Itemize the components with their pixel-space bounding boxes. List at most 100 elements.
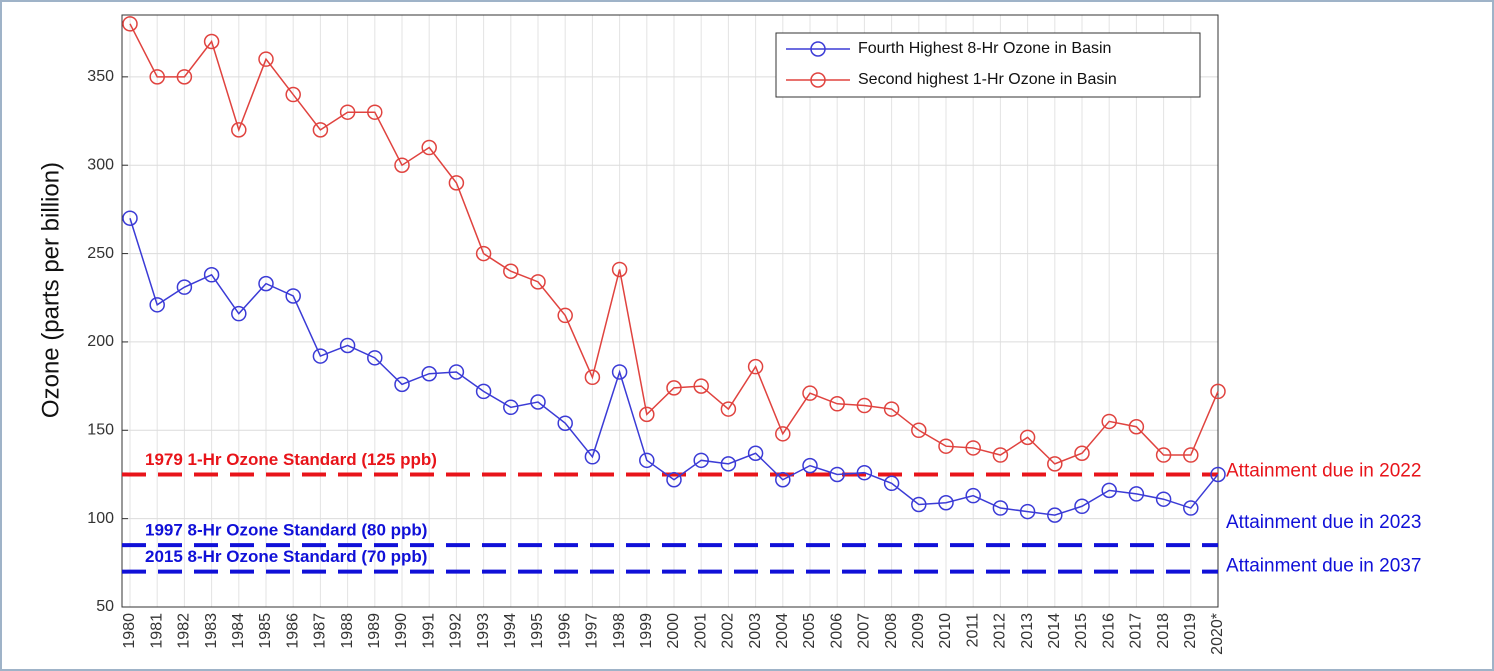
x-tick-label: 1992 <box>448 613 465 649</box>
marker <box>1101 482 1117 499</box>
x-tick-label: 1998 <box>611 613 628 649</box>
reference-label: 1997 8-Hr Ozone Standard (80 ppb) <box>145 521 427 540</box>
y-tick-label: 150 <box>87 422 114 439</box>
reference-label: 1979 1-Hr Ozone Standard (125 ppb) <box>145 450 437 469</box>
marker <box>666 472 682 488</box>
plot-area <box>122 15 1218 607</box>
x-tick-label: 2006 <box>828 613 845 649</box>
marker <box>992 500 1009 516</box>
marker <box>584 369 601 386</box>
x-tick-label: 2012 <box>992 613 1009 649</box>
marker <box>339 337 356 354</box>
x-tick-label: 2015 <box>1073 613 1090 649</box>
marker <box>203 267 220 283</box>
y-axis-label: Ozone (parts per billion) <box>37 162 64 418</box>
x-tick-label: 2017 <box>1128 613 1145 649</box>
reference-label: 2015 8-Hr Ozone Standard (70 ppb) <box>145 547 427 566</box>
marker <box>339 104 356 120</box>
marker <box>1019 503 1036 520</box>
marker <box>1183 500 1199 516</box>
marker <box>285 86 301 103</box>
marker <box>530 274 546 290</box>
y-tick-label: 100 <box>87 510 114 527</box>
series-line <box>129 217 1219 516</box>
x-tick-label: 2010 <box>937 613 954 649</box>
marker <box>775 472 791 488</box>
marker <box>1155 447 1172 463</box>
x-tick-label: 1989 <box>366 613 383 649</box>
marker <box>1047 507 1063 523</box>
marker <box>176 69 193 85</box>
marker <box>122 16 138 32</box>
x-tick-label: 1982 <box>176 613 193 649</box>
legend-label: Second highest 1-Hr Ozone in Basin <box>858 71 1117 88</box>
marker <box>394 376 410 393</box>
marker <box>775 426 791 442</box>
x-tick-label: 2001 <box>692 613 709 649</box>
x-tick-label: 1997 <box>584 613 601 649</box>
x-tick-label: 1986 <box>284 613 301 649</box>
marker <box>421 365 437 382</box>
x-tick-label: 2000 <box>665 613 682 649</box>
y-tick-label: 250 <box>87 245 114 262</box>
x-tick-label: 1996 <box>556 613 573 649</box>
marker <box>312 122 329 138</box>
marker <box>611 364 628 380</box>
marker <box>258 51 274 67</box>
marker <box>176 279 193 295</box>
reference-note: Attainment due in 2023 <box>1226 512 1421 533</box>
marker <box>503 399 519 416</box>
x-tick-label: 2002 <box>720 613 737 649</box>
marker <box>448 175 465 191</box>
legend-marker <box>810 72 826 88</box>
marker <box>1128 418 1145 435</box>
y-tick-label: 50 <box>96 598 114 615</box>
x-tick-label: 1999 <box>638 613 655 649</box>
legend-box <box>775 32 1201 98</box>
x-tick-label: 2003 <box>747 613 764 649</box>
marker <box>285 288 301 304</box>
marker <box>720 401 737 417</box>
y-tick-label: 300 <box>87 156 114 173</box>
marker <box>1074 498 1090 515</box>
marker <box>639 452 655 469</box>
marker <box>1210 466 1226 483</box>
y-tick-label: 200 <box>87 333 114 350</box>
marker <box>693 452 709 469</box>
marker <box>503 263 519 279</box>
x-tick-label: 1987 <box>312 613 329 649</box>
x-tick-label: 1994 <box>502 613 519 649</box>
x-tick-label: 1988 <box>339 613 356 649</box>
marker <box>883 401 900 417</box>
marker <box>1047 456 1063 472</box>
marker <box>231 305 247 322</box>
marker <box>367 104 383 120</box>
legend-marker <box>810 41 826 57</box>
marker <box>149 69 165 85</box>
reference-note: Attainment due in 2037 <box>1226 556 1421 577</box>
marker <box>1183 447 1199 463</box>
marker <box>639 406 655 423</box>
marker <box>992 447 1009 463</box>
marker <box>584 449 601 465</box>
x-tick-label: 1995 <box>529 613 546 649</box>
marker <box>965 487 981 504</box>
x-tick-label: 1981 <box>148 613 165 649</box>
marker <box>557 415 573 431</box>
marker <box>829 466 845 483</box>
marker <box>747 358 764 375</box>
marker <box>693 378 709 394</box>
marker <box>530 394 546 410</box>
x-tick-label: 1980 <box>121 613 138 649</box>
x-tick-label: 1985 <box>257 613 274 649</box>
series-line <box>129 23 1219 465</box>
marker <box>911 496 927 513</box>
x-tick-label: 2019 <box>1182 613 1199 649</box>
marker <box>1128 486 1145 502</box>
y-tick-label: 350 <box>87 68 114 85</box>
marker <box>448 364 465 380</box>
x-tick-label: 1984 <box>230 613 247 649</box>
marker <box>557 307 573 324</box>
marker <box>122 210 138 226</box>
